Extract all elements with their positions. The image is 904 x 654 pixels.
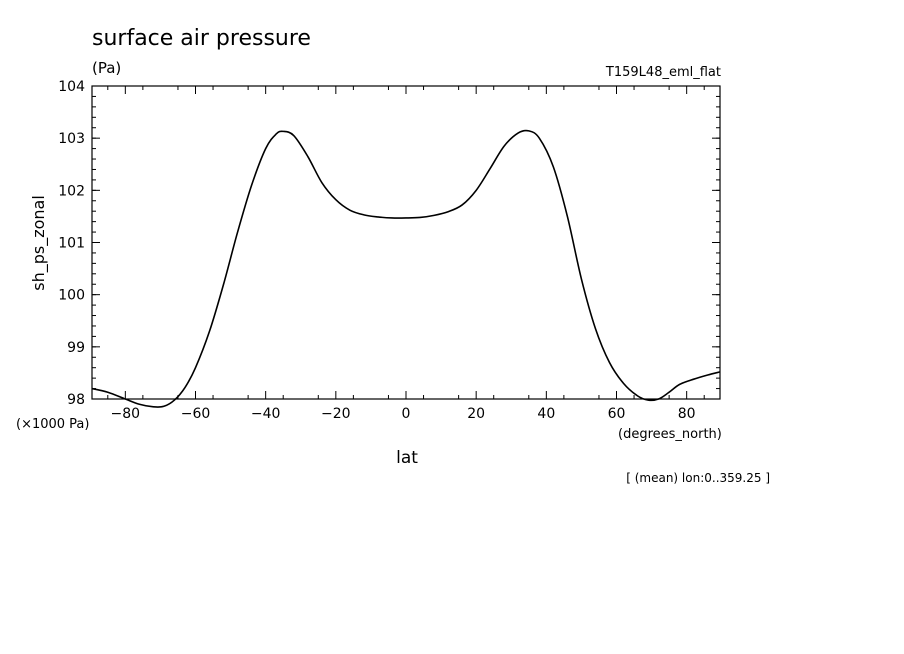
y-tick-label: 103	[58, 131, 85, 147]
x-tick-label: 40	[537, 406, 555, 422]
x-tick-label: −80	[111, 406, 141, 422]
y-axis-label: sh_ps_zonal	[29, 195, 49, 291]
x-tick-label: 80	[678, 406, 696, 422]
x-tick-label: −40	[251, 406, 281, 422]
plot-frame	[91, 85, 721, 400]
y-tick-label: 102	[58, 183, 85, 199]
y-tick-label: 100	[58, 288, 85, 304]
run-label: T159L48_eml_flat	[605, 65, 721, 80]
y-tick-label: 101	[58, 236, 85, 252]
x-unit-label: (degrees_north)	[618, 427, 722, 442]
y-scale-label: (×1000 Pa)	[16, 417, 89, 432]
x-tick-label: 20	[467, 406, 485, 422]
chart-title: surface air pressure	[92, 26, 311, 51]
x-tick-label: 0	[402, 406, 411, 422]
units-label: (Pa)	[92, 59, 121, 77]
y-tick-label: 99	[67, 340, 85, 356]
x-tick-label: −20	[321, 406, 351, 422]
x-axis-label: lat	[396, 448, 418, 468]
x-tick-label: −60	[181, 406, 211, 422]
x-tick-label: 60	[608, 406, 626, 422]
y-tick-label: 98	[67, 392, 85, 408]
y-tick-label: 104	[58, 79, 85, 95]
footnote: [ (mean) lon:0..359.25 ]	[626, 471, 770, 485]
series-line	[91, 129, 721, 408]
